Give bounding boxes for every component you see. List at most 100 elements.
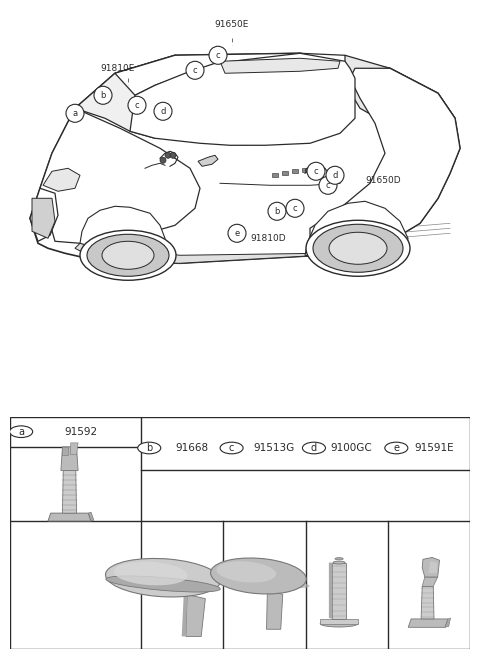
Circle shape	[385, 442, 408, 454]
Polygon shape	[305, 201, 408, 260]
Bar	[327, 179, 333, 183]
Ellipse shape	[216, 572, 310, 588]
Text: 9100GC: 9100GC	[331, 443, 372, 453]
Circle shape	[286, 199, 304, 217]
Polygon shape	[445, 618, 451, 627]
Bar	[317, 173, 323, 177]
Text: d: d	[311, 443, 317, 453]
Polygon shape	[80, 206, 165, 258]
Circle shape	[209, 47, 227, 64]
Polygon shape	[332, 563, 346, 619]
Text: 91810D: 91810D	[250, 234, 286, 243]
Circle shape	[228, 224, 246, 242]
Circle shape	[320, 167, 324, 172]
Text: d: d	[332, 171, 338, 180]
Circle shape	[319, 176, 337, 194]
Ellipse shape	[106, 576, 220, 592]
Ellipse shape	[306, 220, 410, 276]
Ellipse shape	[329, 232, 387, 264]
Polygon shape	[329, 563, 332, 619]
Text: 91592: 91592	[64, 426, 97, 437]
Circle shape	[94, 87, 112, 104]
Bar	[292, 169, 298, 173]
Polygon shape	[75, 238, 390, 263]
Ellipse shape	[335, 558, 343, 560]
Text: 91513G: 91513G	[253, 443, 295, 453]
Ellipse shape	[106, 558, 221, 597]
Polygon shape	[71, 443, 78, 455]
Text: c: c	[293, 204, 297, 213]
Text: c: c	[135, 101, 139, 110]
Text: c: c	[314, 167, 318, 176]
Text: 91650E: 91650E	[215, 20, 249, 30]
Polygon shape	[88, 512, 94, 521]
Polygon shape	[130, 53, 355, 145]
Polygon shape	[310, 68, 460, 253]
Ellipse shape	[313, 224, 403, 272]
Polygon shape	[61, 447, 78, 470]
Text: 91810E: 91810E	[101, 64, 135, 73]
Polygon shape	[62, 447, 68, 455]
Polygon shape	[266, 590, 283, 629]
Bar	[302, 169, 308, 173]
Circle shape	[165, 152, 171, 158]
Circle shape	[307, 162, 325, 180]
Polygon shape	[48, 513, 91, 521]
Circle shape	[128, 96, 146, 114]
Circle shape	[186, 61, 204, 79]
Ellipse shape	[333, 561, 345, 564]
Circle shape	[312, 165, 317, 170]
Polygon shape	[422, 577, 438, 586]
Ellipse shape	[216, 562, 276, 583]
Text: a: a	[72, 109, 78, 118]
Text: 91668: 91668	[175, 443, 208, 453]
Polygon shape	[115, 53, 355, 95]
Ellipse shape	[102, 241, 154, 269]
Polygon shape	[75, 55, 225, 138]
Text: d: d	[160, 107, 166, 115]
Polygon shape	[62, 470, 76, 513]
Text: c: c	[229, 443, 234, 453]
Text: c: c	[192, 66, 197, 75]
Text: b: b	[100, 91, 106, 100]
Circle shape	[66, 104, 84, 122]
Bar	[272, 173, 278, 177]
Text: e: e	[393, 443, 399, 453]
Polygon shape	[320, 619, 358, 624]
Polygon shape	[429, 561, 438, 573]
Polygon shape	[186, 594, 205, 636]
Ellipse shape	[320, 621, 358, 627]
Text: c: c	[326, 181, 330, 190]
Circle shape	[10, 426, 33, 438]
Polygon shape	[421, 586, 434, 619]
Text: 91650D: 91650D	[365, 176, 401, 185]
Polygon shape	[220, 58, 340, 73]
Polygon shape	[30, 188, 58, 241]
Circle shape	[154, 102, 172, 120]
Text: e: e	[234, 229, 240, 237]
Ellipse shape	[211, 558, 306, 594]
Text: b: b	[146, 443, 152, 453]
Polygon shape	[40, 108, 200, 243]
Text: b: b	[274, 207, 280, 216]
Polygon shape	[422, 558, 440, 577]
Polygon shape	[198, 155, 218, 166]
Ellipse shape	[80, 230, 176, 280]
Polygon shape	[345, 55, 455, 138]
Polygon shape	[32, 198, 55, 238]
Text: 91591E: 91591E	[414, 443, 454, 453]
Circle shape	[305, 168, 311, 173]
Circle shape	[302, 442, 325, 454]
Circle shape	[220, 442, 243, 454]
Bar	[282, 171, 288, 175]
Circle shape	[160, 157, 166, 163]
Polygon shape	[30, 53, 460, 263]
Circle shape	[138, 442, 161, 454]
Text: a: a	[18, 426, 24, 437]
Polygon shape	[182, 594, 187, 636]
Circle shape	[268, 202, 286, 220]
Polygon shape	[43, 169, 80, 192]
Text: c: c	[216, 51, 220, 60]
Circle shape	[170, 152, 176, 158]
Ellipse shape	[114, 562, 188, 585]
